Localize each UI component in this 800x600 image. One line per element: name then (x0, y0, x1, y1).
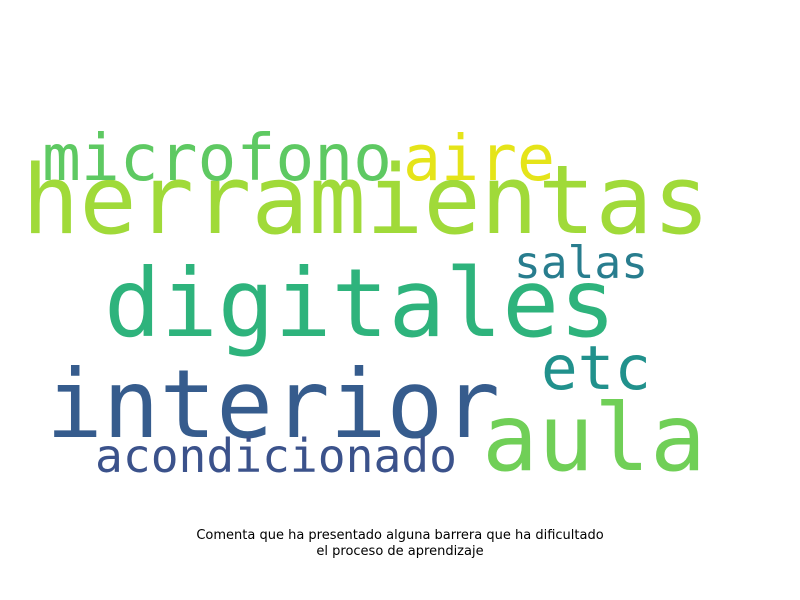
word-etc: etc (541, 333, 651, 404)
word-herramientas: herramientas (22, 146, 710, 256)
word-digitales: digitales (104, 249, 616, 359)
figure-caption: Comenta que ha presentado alguna barrera… (100, 528, 700, 560)
caption-line-1: Comenta que ha presentado alguna barrera… (196, 528, 604, 543)
word-microfono: microfono (42, 121, 392, 196)
word-aire: aire (403, 121, 555, 195)
word-acondicionado: acondicionado (95, 429, 457, 483)
word-interior: interior (46, 350, 500, 460)
word-salas: salas (514, 238, 648, 289)
caption-line-2: el proceso de aprendizaje (316, 544, 484, 559)
word-aula: aula (482, 384, 706, 492)
